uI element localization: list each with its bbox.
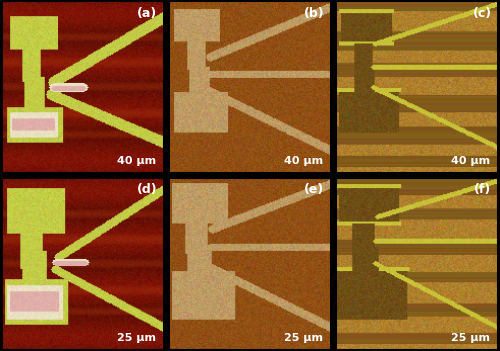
Text: (c): (c) bbox=[472, 7, 492, 20]
Text: 25 μm: 25 μm bbox=[117, 333, 156, 343]
Text: (b): (b) bbox=[304, 7, 324, 20]
Text: 40 μm: 40 μm bbox=[117, 156, 156, 166]
Text: 25 μm: 25 μm bbox=[451, 333, 490, 343]
Text: 40 μm: 40 μm bbox=[451, 156, 490, 166]
Text: 25 μm: 25 μm bbox=[284, 333, 323, 343]
Text: (a): (a) bbox=[138, 7, 158, 20]
Text: (f): (f) bbox=[474, 183, 492, 196]
Text: 40 μm: 40 μm bbox=[284, 156, 323, 166]
Text: (d): (d) bbox=[137, 183, 158, 196]
Text: (e): (e) bbox=[304, 183, 324, 196]
